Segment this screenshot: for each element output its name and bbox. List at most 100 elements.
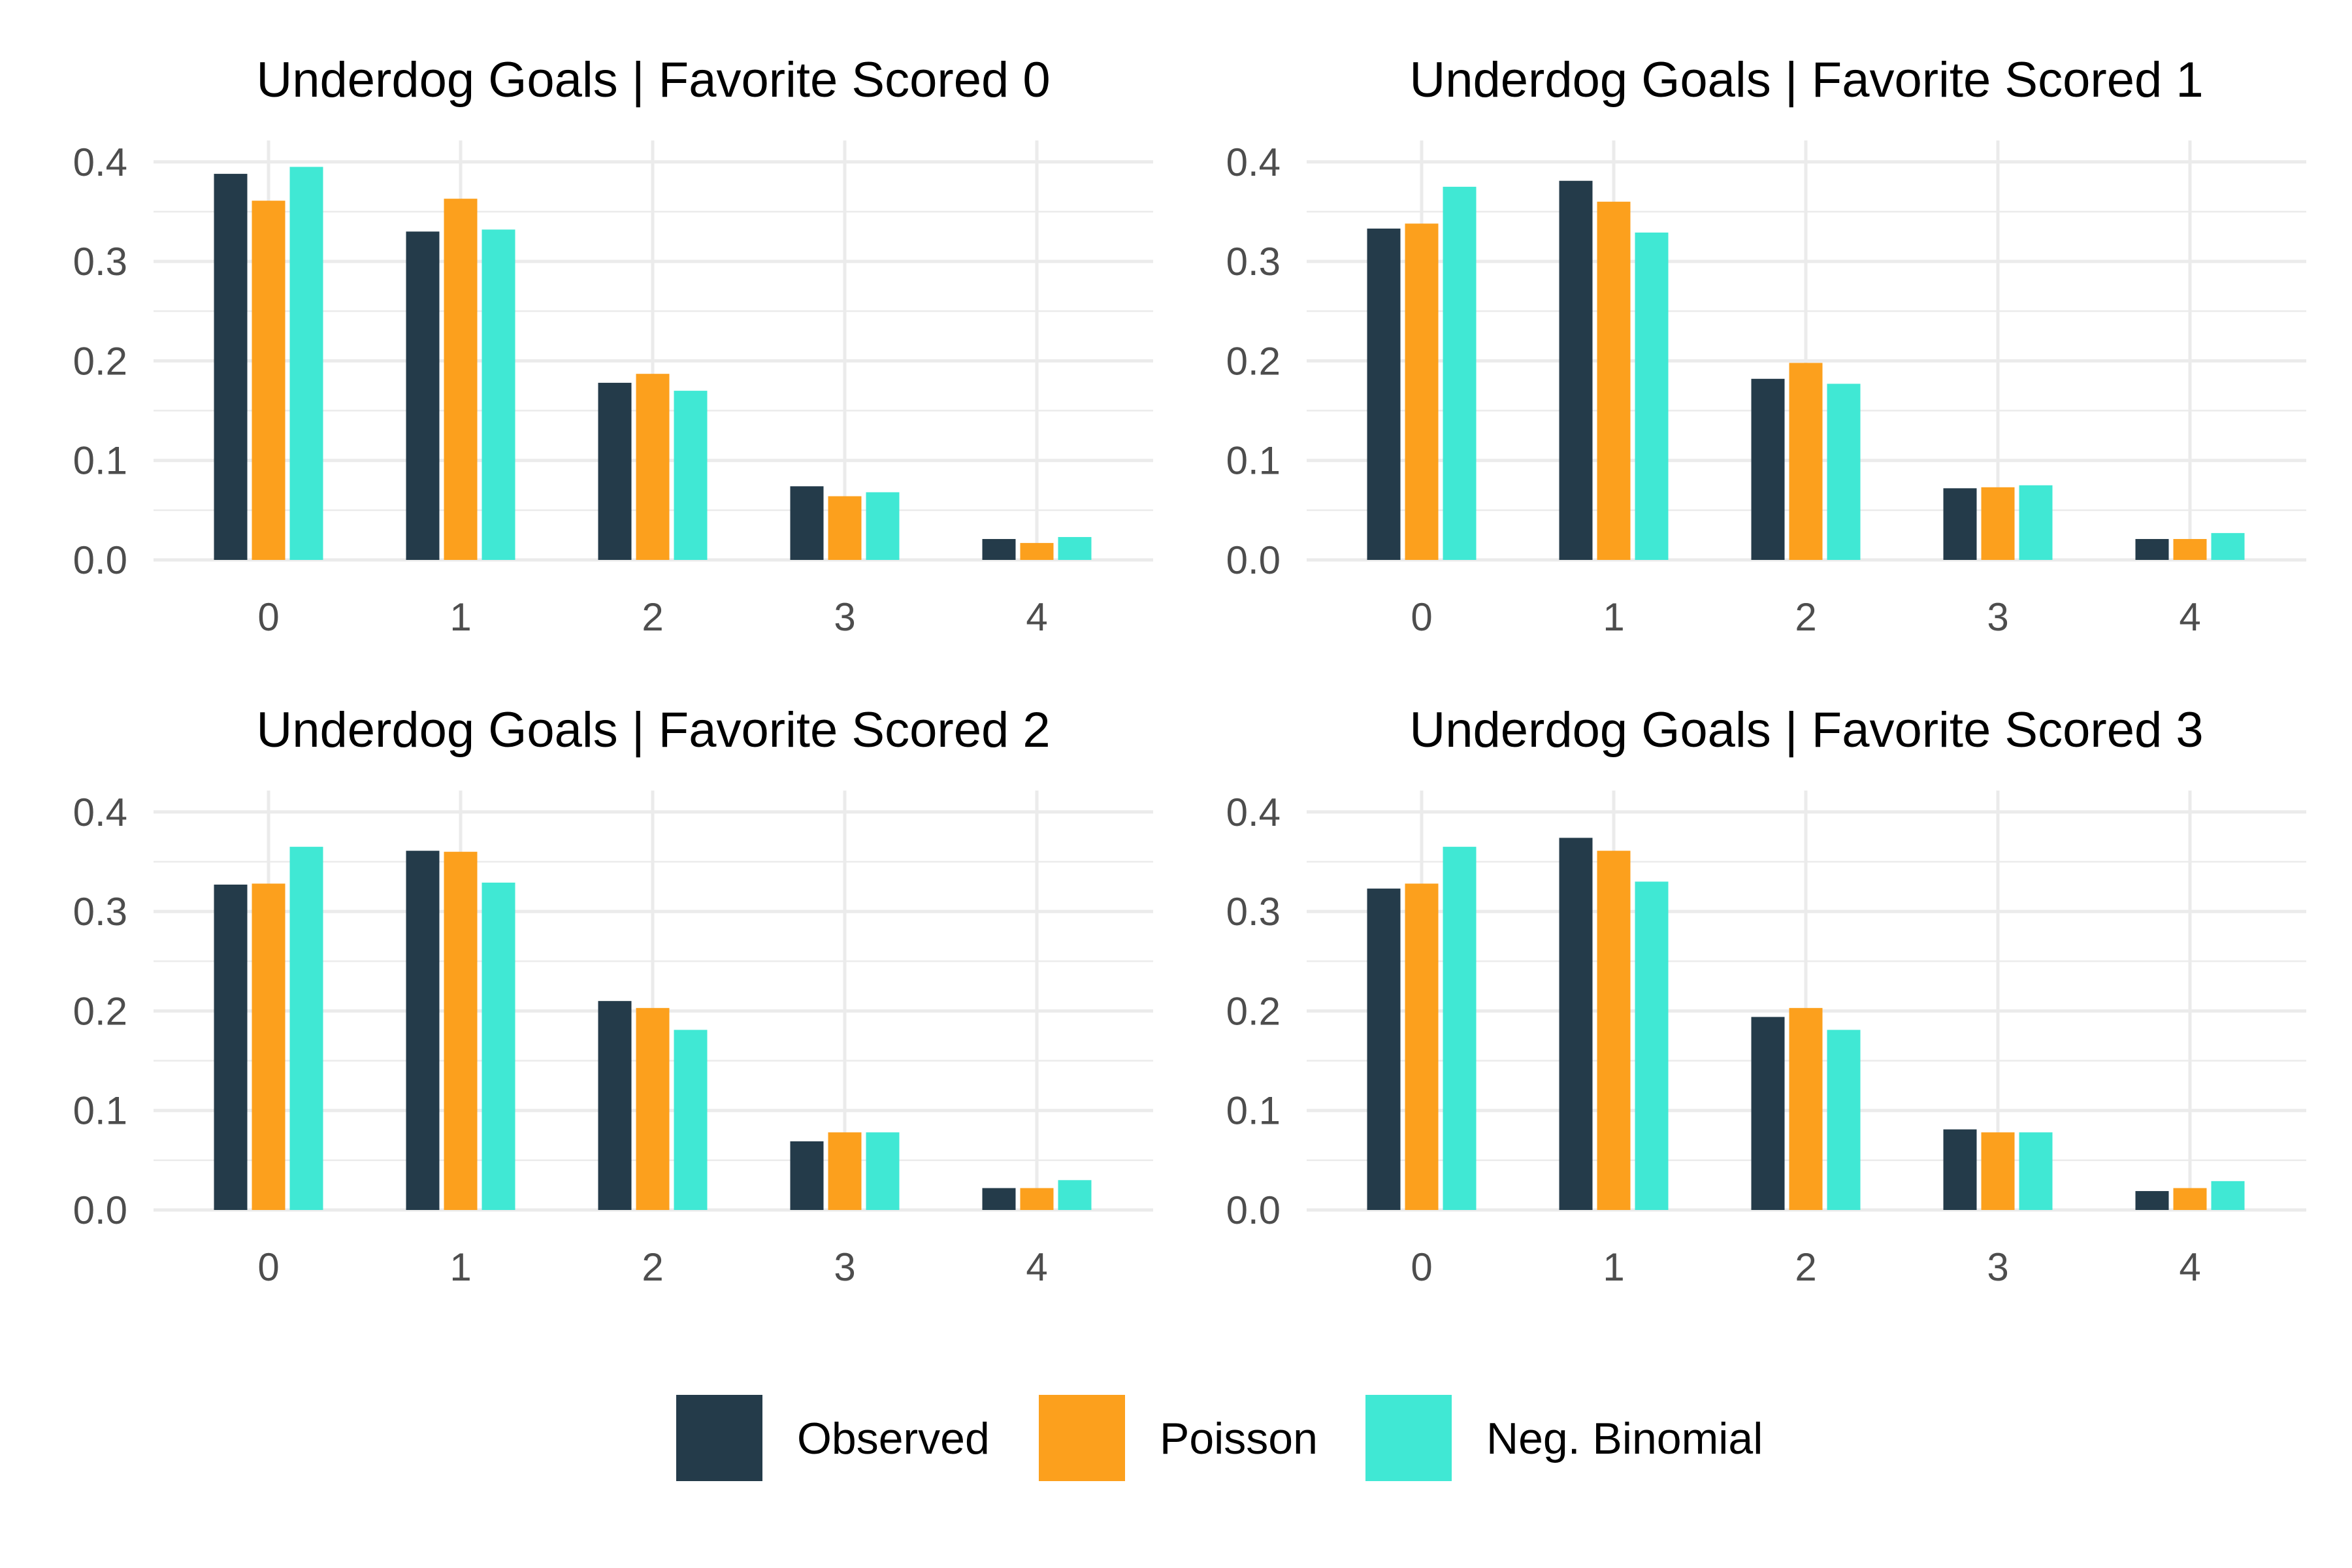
x-tick-label: 1 [1603, 1245, 1624, 1289]
bar-negbin-4 [2211, 532, 2245, 560]
chart-panel-1: 0.0 0.1 0.2 0.3 0.4 0 1 2 3 4 Underdog Goals | Fav… [1226, 52, 2306, 639]
y-tick-label: 0.3 [73, 890, 127, 934]
bar-poisson-0 [1405, 223, 1439, 560]
bar-observed-1 [1559, 180, 1593, 560]
y-tick-label: 0.2 [73, 339, 127, 383]
bar-negbin-0 [1443, 186, 1477, 560]
bar-poisson-2 [1789, 363, 1823, 560]
bar-observed-2 [1751, 1017, 1785, 1210]
bar-poisson-3 [1981, 1132, 2015, 1210]
bar-observed-2 [1751, 378, 1785, 560]
x-tick-label: 2 [1795, 1245, 1816, 1289]
chart-panel-2: 0.0 0.1 0.2 0.3 0.4 0 1 2 3 4 Underdog Goals | Fav… [73, 702, 1153, 1289]
y-tick-label: 0.3 [1226, 890, 1281, 934]
x-tick-label: 2 [642, 595, 663, 639]
bar-negbin-2 [1827, 384, 1861, 560]
bar-negbin-2 [674, 1030, 708, 1210]
bar-negbin-1 [482, 229, 515, 560]
legend-swatch-poisson [1039, 1395, 1125, 1481]
bar-poisson-0 [1405, 883, 1439, 1210]
y-tick-label: 0.2 [1226, 339, 1281, 383]
bar-poisson-2 [636, 1007, 670, 1210]
bar-negbin-0 [289, 167, 323, 561]
bar-negbin-2 [674, 391, 708, 560]
legend-label-observed: Observed [797, 1414, 990, 1463]
panel-title: Underdog Goals | Favorite Scored 0 [256, 52, 1050, 108]
y-tick-label: 0.4 [73, 791, 127, 834]
bar-poisson-0 [252, 201, 286, 560]
bar-negbin-4 [2211, 1181, 2245, 1210]
bar-observed-0 [1367, 889, 1401, 1210]
bar-negbin-4 [1058, 1180, 1092, 1210]
y-tick-label: 0.1 [1226, 439, 1281, 483]
x-tick-label: 1 [449, 1245, 471, 1289]
y-tick-label: 0.1 [1226, 1089, 1281, 1133]
x-tick-label: 0 [257, 595, 279, 639]
bar-observed-1 [406, 231, 440, 560]
y-tick-label: 0.3 [73, 240, 127, 284]
y-tick-label: 0.3 [1226, 240, 1281, 284]
bar-negbin-0 [289, 847, 323, 1210]
x-tick-label: 3 [834, 1245, 855, 1289]
legend-label-poisson: Poisson [1160, 1414, 1318, 1463]
y-tick-label: 0.1 [73, 439, 127, 483]
bar-observed-0 [1367, 228, 1401, 560]
bar-poisson-3 [1981, 487, 2015, 560]
bar-negbin-1 [1635, 881, 1669, 1210]
y-tick-label: 0.4 [1226, 140, 1281, 184]
bar-negbin-3 [2019, 485, 2053, 560]
y-tick-label: 0.2 [1226, 989, 1281, 1033]
x-tick-label: 4 [1026, 1245, 1047, 1289]
bar-negbin-0 [1443, 847, 1477, 1210]
bar-poisson-4 [1020, 1188, 1054, 1210]
chart-panel-0: 0.0 0.1 0.2 0.3 0.4 0 1 2 3 4 Underdog Goals | Fav… [73, 52, 1153, 639]
bar-observed-1 [406, 851, 440, 1210]
x-tick-label: 0 [1411, 595, 1432, 639]
bar-observed-4 [2135, 1191, 2169, 1210]
bar-observed-3 [1943, 488, 1977, 560]
x-tick-label: 1 [449, 595, 471, 639]
bar-poisson-1 [444, 851, 478, 1210]
bar-observed-0 [214, 174, 248, 560]
y-tick-label: 0.0 [73, 1188, 127, 1232]
bar-negbin-3 [866, 492, 900, 560]
bar-poisson-4 [1020, 543, 1054, 560]
bar-negbin-1 [1635, 232, 1669, 560]
legend: Observed Poisson Neg. Binomial [676, 1395, 1763, 1481]
legend-swatch-negbin [1365, 1395, 1452, 1481]
bar-poisson-0 [252, 883, 286, 1210]
bar-observed-0 [214, 884, 248, 1210]
y-tick-label: 0.0 [73, 538, 127, 582]
bar-poisson-4 [2173, 539, 2207, 560]
bar-negbin-4 [1058, 536, 1092, 560]
bar-observed-4 [982, 1188, 1016, 1210]
bar-poisson-3 [828, 496, 862, 560]
y-tick-label: 0.4 [1226, 791, 1281, 834]
x-tick-label: 3 [834, 595, 855, 639]
x-tick-label: 4 [1026, 595, 1047, 639]
bar-observed-3 [790, 1141, 824, 1210]
chart-panel-3: 0.0 0.1 0.2 0.3 0.4 0 1 2 3 4 Underdog Goals | Fav… [1226, 702, 2306, 1289]
legend-swatch-observed [676, 1395, 762, 1481]
x-tick-label: 3 [1987, 1245, 2008, 1289]
x-tick-label: 2 [642, 1245, 663, 1289]
x-tick-label: 2 [1795, 595, 1816, 639]
y-tick-label: 0.2 [73, 989, 127, 1033]
bar-negbin-1 [482, 882, 515, 1210]
bar-poisson-2 [1789, 1007, 1823, 1210]
legend-label-negbin: Neg. Binomial [1486, 1414, 1763, 1463]
bar-observed-3 [1943, 1129, 1977, 1210]
y-tick-label: 0.0 [1226, 538, 1281, 582]
panel-title: Underdog Goals | Favorite Scored 2 [256, 702, 1050, 758]
bar-poisson-4 [2173, 1188, 2207, 1210]
bar-poisson-1 [1597, 201, 1631, 561]
bar-poisson-1 [1597, 851, 1631, 1210]
bar-negbin-3 [2019, 1132, 2053, 1210]
x-tick-label: 0 [1411, 1245, 1432, 1289]
x-tick-label: 1 [1603, 595, 1624, 639]
x-tick-label: 0 [257, 1245, 279, 1289]
bar-poisson-2 [636, 374, 670, 560]
bar-observed-4 [2135, 539, 2169, 560]
panel-title: Underdog Goals | Favorite Scored 1 [1409, 52, 2203, 108]
bar-poisson-3 [828, 1132, 862, 1210]
